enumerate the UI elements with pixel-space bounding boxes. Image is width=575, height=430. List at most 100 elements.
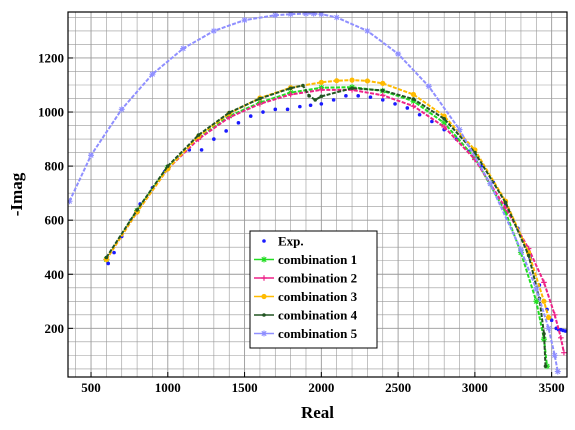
- x-tick-label: 2000: [308, 380, 334, 395]
- legend-swatch-marker: [262, 239, 266, 243]
- x-tick-label: 500: [81, 380, 101, 395]
- data-point: [258, 96, 262, 101]
- data-point: [285, 107, 290, 112]
- data-point: [318, 87, 325, 93]
- data-point: [368, 95, 373, 99]
- data-point: [558, 334, 564, 341]
- legend-swatch-marker: [261, 275, 267, 281]
- data-point: [540, 336, 547, 343]
- data-point: [313, 98, 317, 102]
- data-point: [502, 205, 509, 211]
- data-point: [393, 102, 397, 106]
- data-point: [441, 119, 448, 126]
- legend-item: combination 5: [254, 326, 358, 341]
- data-point: [541, 298, 547, 304]
- data-point: [180, 45, 187, 52]
- x-tick-label: 1500: [232, 380, 258, 395]
- data-point: [241, 17, 248, 24]
- data-point: [545, 314, 552, 321]
- data-point: [331, 98, 336, 102]
- data-point: [533, 286, 540, 293]
- data-point: [503, 200, 508, 205]
- data-point: [410, 91, 417, 98]
- data-point: [442, 116, 446, 121]
- data-point: [502, 209, 509, 216]
- data-point: [236, 121, 241, 125]
- data-point: [287, 91, 294, 98]
- plot-frame: [67, 11, 568, 378]
- legend-label: combination 2: [278, 271, 357, 286]
- y-axis-label: -Imag: [7, 172, 26, 216]
- data-point: [334, 78, 340, 84]
- data-point: [350, 86, 354, 91]
- y-tick-label: 200: [45, 321, 65, 336]
- data-point: [526, 253, 531, 258]
- y-tick-label: 400: [45, 267, 65, 282]
- data-point: [106, 261, 111, 266]
- data-point: [166, 164, 170, 168]
- data-point: [88, 152, 95, 159]
- data-point: [112, 250, 116, 255]
- data-point: [380, 98, 385, 102]
- data-point: [68, 198, 73, 205]
- data-point: [410, 103, 417, 109]
- data-point: [298, 104, 302, 109]
- data-point: [287, 12, 294, 18]
- data-point: [364, 27, 371, 34]
- plot-series: [68, 12, 567, 375]
- x-tick-label: 3500: [539, 380, 565, 395]
- legend-item: combination 3: [254, 289, 358, 304]
- legend-swatch-marker: [261, 330, 267, 337]
- data-point: [533, 298, 540, 305]
- data-point: [430, 119, 434, 124]
- series-5: [68, 12, 561, 375]
- data-point: [542, 331, 546, 336]
- data-point: [224, 129, 228, 133]
- data-point: [104, 255, 109, 260]
- legend-swatch-marker: [261, 293, 267, 300]
- data-point: [472, 147, 478, 153]
- data-point: [417, 112, 422, 117]
- data-point: [405, 106, 410, 110]
- legend-item: combination 2: [254, 271, 357, 286]
- y-tick-label: 600: [45, 213, 65, 228]
- data-point: [318, 79, 324, 85]
- legend: Exp. combination 1 combination 2 combinatio…: [249, 230, 378, 349]
- x-tick-label: 3000: [462, 380, 488, 395]
- x-tick-label: 2500: [385, 380, 411, 395]
- data-point: [410, 98, 417, 105]
- data-point: [210, 27, 217, 34]
- data-point: [456, 126, 463, 133]
- legend-label: Exp.: [278, 234, 304, 249]
- data-point: [257, 101, 263, 107]
- data-point: [344, 94, 348, 98]
- data-point: [196, 133, 201, 137]
- y-tick-label: 800: [45, 159, 65, 174]
- data-point: [272, 12, 279, 19]
- data-point: [135, 208, 139, 212]
- series-line: [105, 84, 547, 367]
- data-point: [395, 50, 402, 57]
- data-point: [273, 107, 278, 112]
- data-point: [248, 114, 253, 118]
- data-point: [319, 102, 324, 106]
- data-point: [517, 246, 524, 253]
- legend-label: combination 5: [278, 326, 358, 341]
- data-point: [379, 92, 386, 99]
- data-point: [551, 352, 558, 359]
- data-point: [356, 94, 360, 98]
- data-point: [318, 12, 325, 18]
- data-point: [288, 86, 293, 91]
- data-point: [549, 318, 554, 323]
- legend-item: combination 1: [254, 252, 357, 267]
- x-tick-label: 1000: [155, 380, 181, 395]
- data-point: [227, 110, 232, 115]
- data-point: [545, 325, 552, 332]
- data-point: [543, 364, 548, 368]
- data-point: [380, 80, 386, 86]
- legend-swatch-marker: [262, 313, 266, 317]
- data-point: [307, 94, 311, 98]
- legend-box: [249, 230, 378, 349]
